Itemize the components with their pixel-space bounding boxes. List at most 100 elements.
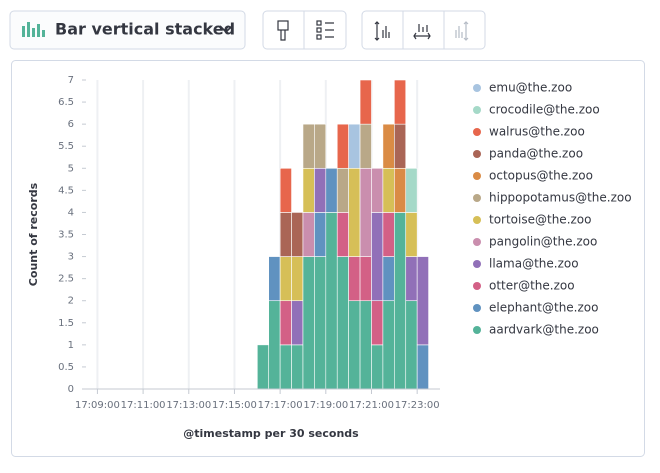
y-tick-label: 5.5: [58, 141, 74, 152]
legend-swatch: [473, 106, 481, 114]
legend-swatch: [473, 238, 481, 246]
chart-icon: [22, 22, 45, 37]
bar-segment: [382, 300, 395, 390]
bar-segment: [394, 123, 407, 169]
legend-button[interactable]: [316, 20, 334, 40]
legend-swatch: [473, 216, 481, 224]
bar-segment: [279, 344, 292, 390]
chart: 17:09:00 17:11:00 17:13:00 17:15:00 17:17:00…: [27, 75, 632, 440]
bar-segment: [336, 123, 349, 169]
bar-segment: [279, 300, 292, 346]
legend-label: otter@the.zoo: [489, 279, 575, 293]
legend-swatch: [473, 304, 481, 312]
legend-swatch: [473, 172, 481, 180]
y-axis-title: Count of records: [27, 182, 40, 286]
bar-segment: [371, 167, 384, 213]
bar-segment: [302, 256, 315, 390]
legend-swatch: [473, 128, 481, 136]
bar-segment: [291, 212, 304, 257]
bar-segment: [291, 300, 304, 346]
bar-segment: [279, 167, 292, 213]
bar-segment: [359, 256, 372, 302]
bar-segment: [405, 212, 418, 257]
legend-swatch: [473, 150, 481, 158]
x-tick-label: 17:21:00: [349, 400, 394, 411]
bar-segment: [371, 344, 384, 390]
bar-segment: [291, 344, 304, 390]
y-tick-label: 3: [68, 252, 74, 263]
bar-segment: [268, 256, 281, 302]
legend-swatch: [473, 282, 481, 290]
bar-segment: [268, 300, 281, 390]
y-tick-label: 0.5: [58, 362, 74, 373]
bar-segment: [348, 167, 361, 257]
y-tick-label: 0: [68, 384, 74, 395]
bar-segment: [302, 167, 315, 213]
bar-segment: [394, 212, 407, 390]
style-button[interactable]: [277, 20, 289, 41]
bar-segment: [302, 212, 315, 257]
bar-segment: [359, 300, 372, 390]
bar-segment: [382, 167, 395, 213]
bar-segment: [359, 123, 372, 169]
bar-segment: [348, 256, 361, 302]
bar-segment: [416, 344, 429, 390]
bottom-axis-button[interactable]: [413, 24, 431, 40]
legend-label: llama@the.zoo: [489, 257, 579, 271]
bar-segment: [394, 167, 407, 213]
bar-segment: [416, 256, 429, 346]
bar-segment: [256, 344, 270, 390]
bar-segment: [405, 300, 418, 390]
bar-segment: [348, 123, 361, 169]
chart-type-dropdown[interactable]: [9, 10, 246, 50]
x-tick-label: 17:19:00: [303, 400, 348, 411]
x-tick-label: 17:13:00: [166, 400, 211, 411]
bar-segment: [405, 167, 418, 213]
x-tick-label: 17:11:00: [121, 400, 166, 411]
y-tick-label: 2.5: [58, 274, 74, 285]
legend-label: aardvark@the.zoo: [489, 323, 599, 337]
bar-segment: [371, 300, 384, 346]
bar-segment: [405, 256, 418, 302]
x-tick-label: 17:17:00: [258, 400, 303, 411]
bar-segment: [314, 212, 327, 257]
bar-segment: [291, 256, 304, 302]
x-tick-label: 17:15:00: [212, 400, 257, 411]
y-tick-label: 1: [68, 340, 74, 351]
legend-label: emu@the.zoo: [489, 81, 572, 95]
legend-label: hippopotamus@the.zoo: [489, 191, 632, 205]
legend-label: crocodile@the.zoo: [489, 103, 600, 117]
y-tick-label: 4.5: [58, 185, 74, 196]
y-tick-label: 5: [68, 163, 74, 174]
legend-label: elephant@the.zoo: [489, 301, 598, 315]
bar-segment: [314, 123, 327, 169]
x-axis-title: @timestamp per 30 seconds: [183, 427, 359, 440]
bar-segment: [336, 167, 349, 213]
x-tick-label: 17:09:00: [75, 400, 120, 411]
dropdown-arrow: [219, 25, 233, 34]
bar-segment: [325, 212, 338, 390]
legend-swatch: [473, 260, 481, 268]
bar-segment: [371, 212, 384, 302]
bar-segment: [394, 79, 407, 125]
right-axis-button[interactable]: [455, 21, 469, 41]
bar-segment: [359, 79, 372, 125]
legend-label: pangolin@the.zoo: [489, 235, 597, 249]
bar-segment: [325, 167, 338, 213]
y-tick-label: 7: [68, 75, 74, 86]
bar-segment: [314, 256, 327, 390]
legend-label: octopus@the.zoo: [489, 169, 593, 183]
y-tick-label: 2: [68, 296, 74, 307]
bar-segment: [382, 212, 395, 257]
bar-segment: [382, 123, 395, 169]
legend-swatch: [473, 84, 481, 92]
legend-swatch: [473, 194, 481, 202]
legend-label: panda@the.zoo: [489, 147, 583, 161]
y-tick-label: 3.5: [58, 230, 74, 241]
bar-segment: [382, 256, 395, 302]
legend-label: walrus@the.zoo: [489, 125, 585, 139]
bar-segment: [279, 212, 292, 257]
left-axis-button[interactable]: [374, 21, 390, 41]
